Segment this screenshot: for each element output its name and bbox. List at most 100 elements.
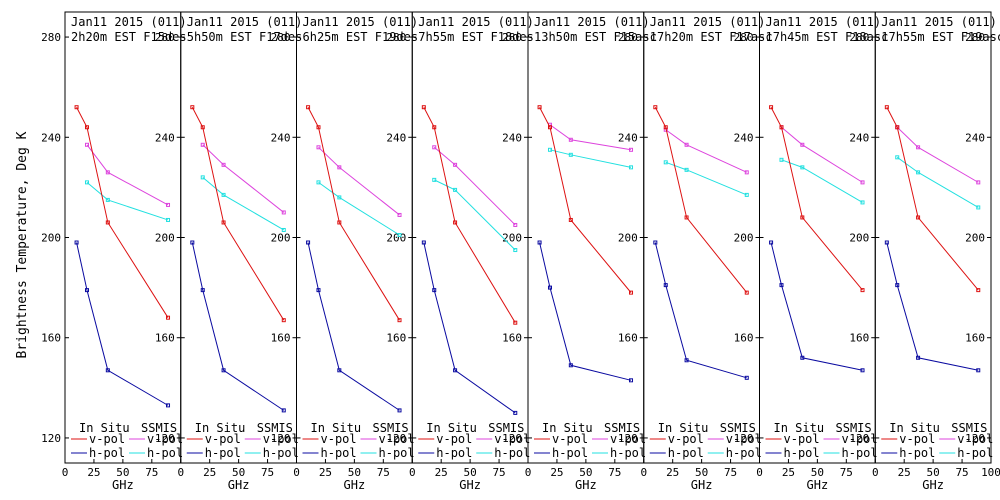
data-point-ssmis-h [316,180,321,185]
data-point-ssmis-h [397,232,402,237]
data-point-ssmis-h [976,205,981,210]
panel-title-overpass: 13h50m EST F15asc [534,30,657,44]
series-line-insitu-v [886,106,979,291]
data-point-insitu-h [421,240,426,245]
y-tick-label: 240 [849,131,869,144]
series-line-ssmis-v [202,144,285,213]
y-tick-label: 120 [965,432,985,445]
panel-title-overpass: 5h50m EST F17des [187,30,303,44]
y-tick-label: 240 [502,131,522,144]
x-tick-label: 25 [203,466,216,479]
data-point-insitu-h [663,283,668,288]
series-line-insitu-h [770,242,863,371]
y-tick-label: 280 [734,31,754,44]
legend-label-insitu-h-pol: h-pol [436,446,472,460]
data-point-insitu-h [74,240,79,245]
y-tick-label: 200 [965,232,985,245]
data-point-insitu-h [432,288,437,293]
series-line-ssmis-v [318,146,400,216]
series-line-ssmis-h [781,159,863,203]
data-point-ssmis-v [105,170,110,175]
y-tick-label: 160 [618,332,638,345]
data-point-insitu-h [453,368,458,373]
data-point-insitu-h [884,240,889,245]
data-point-ssmis-v [316,145,321,150]
data-point-ssmis-v [629,147,634,152]
y-tick-label: 280 [618,31,638,44]
data-point-insitu-v [281,318,286,323]
legend-label-insitu-v-pol: v-pol [436,432,472,446]
data-point-ssmis-v [84,142,89,147]
x-tick-label: 25 [550,466,563,479]
x-tick-label: 75 [840,466,853,479]
y-axis-label: Brightness Temperature, Deg K [15,131,30,358]
data-point-ssmis-v [166,202,171,207]
data-point-insitu-h [316,288,321,293]
legend-label-insitu-v-pol: v-pol [784,432,820,446]
data-point-ssmis-v [916,145,921,150]
x-tick-label: 0 [177,466,184,479]
legend-label-ssmis-v-pol: v-pol [842,432,878,446]
data-point-ssmis-h [547,147,552,152]
series-line-insitu-h [423,242,516,414]
x-tick-label: 0 [293,466,300,479]
series-line-insitu-h [539,242,632,381]
data-point-ssmis-h [568,152,573,157]
panel-4: Jan11 2015 (011)7h55m EST F18des 120 160 20… [409,11,534,492]
x-tick-label: 0 [409,466,416,479]
data-point-ssmis-v [513,222,518,227]
y-tick-label: 160 [849,332,869,345]
legend-label-ssmis-h-pol: h-pol [147,446,183,460]
legend-ssmis-header: SSMIS [141,421,177,435]
y-tick-label: 240 [965,131,985,144]
legend-ssmis-header: SSMIS [373,421,409,435]
data-point-ssmis-h [166,217,171,222]
y-tick-label: 120 [386,432,406,445]
data-point-insitu-h [547,285,552,290]
y-tick-label: 240 [386,131,406,144]
data-point-insitu-h [769,240,774,245]
data-point-insitu-v [316,125,321,130]
data-point-ssmis-v [397,212,402,217]
y-tick-label: 280 [271,31,291,44]
legend-ssmis-header: SSMIS [720,421,756,435]
x-tick-label: 75 [377,466,390,479]
y-tick-label: 240 [734,131,754,144]
data-point-ssmis-h [800,165,805,170]
series-line-ssmis-v [781,126,863,183]
data-point-insitu-h [895,283,900,288]
panel-title-overpass: 17h45m EST F18asc [766,30,889,44]
data-point-insitu-h [800,355,805,360]
series-line-insitu-v [76,106,169,318]
y-tick-label: 200 [271,232,291,245]
x-tick-label: 0 [525,466,532,479]
legend-insitu-header: In Situ [311,421,362,435]
x-tick-label: 75 [261,466,274,479]
y-tick-label: 240 [41,131,61,144]
data-point-insitu-v [74,105,79,110]
legend-label-insitu-v-pol: v-pol [205,432,241,446]
panel-title-date: Jan11 2015 (011) [534,15,650,29]
data-point-insitu-v [916,215,921,220]
data-point-insitu-v [513,320,518,325]
data-point-insitu-v [190,105,195,110]
data-point-insitu-h [916,355,921,360]
x-tick-label: 50 [579,466,592,479]
data-point-insitu-h [653,240,658,245]
y-tick-label: 160 [734,332,754,345]
data-point-insitu-v [653,105,658,110]
legend-label-ssmis-h-pol: h-pol [263,446,299,460]
series-line-ssmis-h [318,181,400,236]
legend-label-insitu-h-pol: h-pol [668,446,704,460]
data-point-insitu-h [281,408,286,413]
panel-title-overpass: 17h55m EST F19asc [881,30,1000,44]
data-point-insitu-v [568,217,573,222]
series-line-insitu-v [423,106,516,323]
data-point-insitu-h [537,240,542,245]
legend-ssmis-header: SSMIS [836,421,872,435]
x-tick-label: 50 [116,466,129,479]
x-tick-label: 75 [724,466,737,479]
